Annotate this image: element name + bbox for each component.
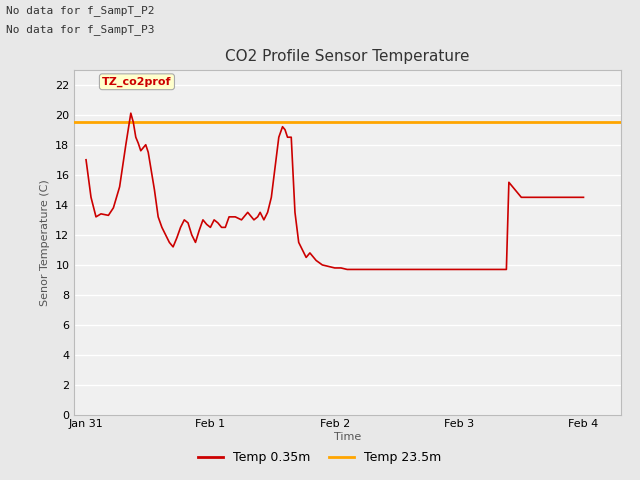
Y-axis label: Senor Temperature (C): Senor Temperature (C) (40, 179, 50, 306)
Text: No data for f_SampT_P2: No data for f_SampT_P2 (6, 5, 155, 16)
Legend: Temp 0.35m, Temp 23.5m: Temp 0.35m, Temp 23.5m (193, 446, 447, 469)
Title: CO2 Profile Sensor Temperature: CO2 Profile Sensor Temperature (225, 49, 470, 64)
X-axis label: Time: Time (333, 432, 361, 442)
Text: No data for f_SampT_P3: No data for f_SampT_P3 (6, 24, 155, 35)
Text: TZ_co2prof: TZ_co2prof (102, 77, 172, 87)
